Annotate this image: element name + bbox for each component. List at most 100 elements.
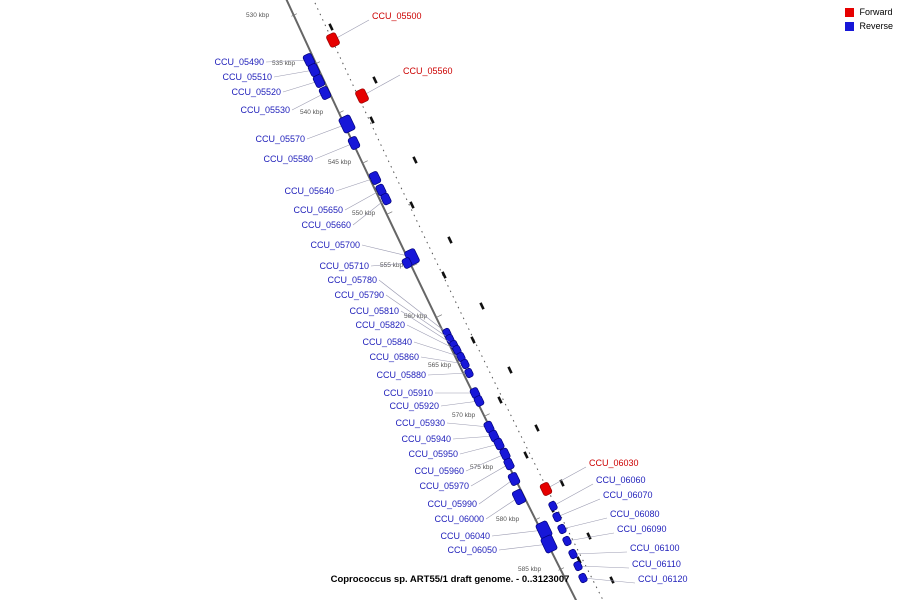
tick-mark [484, 413, 490, 417]
tick-mark [386, 211, 393, 215]
gene-leader-line [306, 123, 348, 140]
gene-label: CCU_06030 [589, 458, 639, 468]
reverse-color-swatch [845, 22, 855, 31]
gene-label: CCU_05940 [401, 434, 451, 444]
gene-leader-line [378, 279, 448, 334]
gene-leader-line [282, 80, 320, 93]
tick-label: 570 kbp [452, 412, 476, 419]
gene-label: CCU_05640 [284, 186, 334, 196]
gene-label: CCU_06060 [596, 475, 646, 485]
tick-label: 530 kbp [246, 12, 270, 19]
gene-glyph [326, 32, 340, 48]
gene-label: CCU_06100 [630, 543, 680, 553]
gene-glyph [548, 500, 558, 512]
gene-label: CCU_05810 [349, 306, 399, 316]
legend-row-reverse: Reverse [845, 22, 893, 31]
gene-label: CCU_06090 [617, 524, 667, 534]
gene-label: CCU_05990 [427, 499, 477, 509]
gene-label: CCU_05790 [334, 290, 384, 300]
gene-glyph [464, 367, 474, 379]
gene-leader-line [344, 189, 382, 211]
feature-mark [586, 532, 592, 540]
gene-label: CCU_05660 [301, 220, 351, 230]
gene-label: CCU_06050 [447, 545, 497, 555]
tick-mark [337, 110, 344, 114]
gene-leader-line [265, 59, 310, 63]
tick-label: 585 kbp [518, 566, 542, 573]
gene-leader-line [491, 529, 545, 537]
tick-label: 560 kbp [404, 313, 428, 320]
gene-leader-line [273, 69, 315, 78]
feature-mark [328, 23, 334, 31]
gene-label: CCU_05650 [293, 205, 343, 215]
gene-leader-line [556, 498, 601, 518]
gene-leader-line [427, 372, 470, 376]
legend-row-forward: Forward [845, 8, 893, 17]
gene-label: CCU_05520 [231, 87, 281, 97]
gene-label: CCU_06120 [638, 574, 688, 584]
tick-mark [411, 263, 418, 267]
gene-label: CCU_05780 [327, 275, 377, 285]
gene-label: CCU_05960 [414, 466, 464, 476]
gene-leader-line [561, 517, 608, 530]
gene-leader-line [459, 443, 500, 455]
feature-mark [447, 236, 453, 244]
feature-mark [441, 271, 447, 279]
gene-label: CCU_05930 [395, 418, 445, 428]
gene-leader-line [361, 74, 401, 97]
tick-label: 550 kbp [352, 210, 376, 217]
gene-glyph [568, 548, 578, 560]
gene-label: CCU_05920 [389, 401, 439, 411]
gene-glyph [460, 358, 470, 370]
forward-color-swatch [845, 8, 855, 17]
tick-label: 565 kbp [428, 362, 452, 369]
feature-mark [534, 424, 540, 432]
gene-glyph [562, 535, 572, 547]
gene-glyph [338, 114, 356, 134]
gene-leader-line [406, 324, 458, 351]
gene-glyph [503, 457, 515, 471]
gene-label: CCU_05570 [255, 134, 305, 144]
gene-leader-line [385, 294, 451, 340]
tick-mark [534, 517, 540, 521]
gene-label: CCU_05950 [408, 449, 458, 459]
gene-glyph [473, 395, 485, 407]
gene-leader-line [361, 244, 413, 258]
gene-label: CCU_06110 [632, 559, 681, 569]
gene-glyph [318, 86, 332, 100]
gene-leader-line [440, 400, 480, 407]
feature-mark [479, 302, 485, 310]
gene-leader-line [452, 435, 495, 440]
gene-label: CCU_06080 [610, 509, 660, 519]
gene-label: CCU_05880 [376, 370, 426, 380]
feature-mark [609, 576, 615, 584]
tick-label: 540 kbp [300, 109, 324, 116]
gene-glyph [380, 192, 392, 206]
gene-label: CCU_05560 [403, 66, 453, 76]
gene-leader-line [352, 198, 387, 226]
gene-leader-line [413, 341, 462, 358]
gene-leader-line [291, 92, 326, 111]
gene-glyph [493, 437, 505, 451]
gene-leader-line [552, 483, 594, 507]
gene-glyph [511, 489, 527, 505]
legend-label-reverse: Reverse [859, 21, 893, 31]
gene-label: CCU_05710 [319, 261, 369, 271]
gene-glyph [540, 534, 558, 554]
gene-glyph [573, 560, 583, 572]
gene-label: CCU_05970 [419, 481, 469, 491]
gene-leader-line [314, 142, 355, 160]
feature-mark [470, 336, 476, 344]
gene-label: CCU_05500 [372, 11, 422, 21]
ruler-dotted-line [313, 0, 604, 600]
feature-mark [372, 76, 378, 84]
tick-label: 555 kbp [380, 262, 404, 269]
feature-mark [369, 116, 375, 124]
tick-mark [362, 160, 368, 164]
legend-label-forward: Forward [859, 7, 893, 17]
gene-leader-line [577, 565, 630, 569]
gene-leader-line [370, 262, 408, 267]
gene-label: CCU_05490 [214, 57, 264, 67]
